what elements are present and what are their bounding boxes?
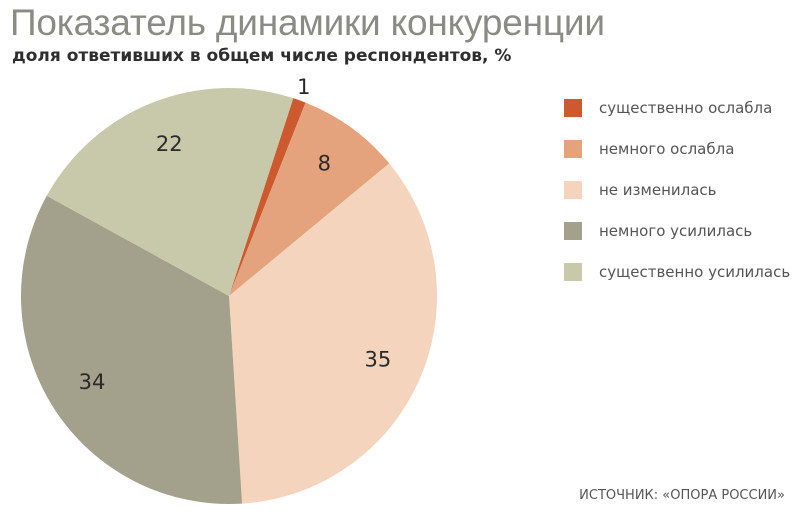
legend-item-unchanged: не изменилась (564, 180, 790, 200)
pie-data-labels: 1 8 35 34 22 (79, 75, 392, 394)
chart-legend: существенно ослабла немного ослабла не и… (564, 98, 790, 303)
legend-label: немного усилилась (599, 222, 753, 240)
pie-slice-unchanged (229, 163, 437, 504)
data-label-significantly-weakened: 1 (297, 75, 310, 99)
legend-label: существенно усилилась (599, 263, 791, 281)
legend-item-significantly-strengthened: существенно усилилась (564, 262, 790, 282)
chart-subtitle: доля ответивших в общем числе респондент… (12, 46, 512, 66)
legend-label: немного ослабла (599, 140, 735, 158)
data-label-unchanged: 35 (365, 347, 392, 371)
pie-slices (21, 87, 437, 505)
pie-slice-significantly-strengthened (46, 87, 294, 297)
legend-label: не изменилась (599, 181, 717, 199)
source-note: ИСТОЧНИК: «ОПОРА РОССИИ» (579, 488, 785, 503)
data-label-significantly-strengthened: 22 (156, 132, 183, 156)
pie-slice-slightly-strengthened (21, 195, 243, 505)
legend-swatch (564, 263, 582, 281)
legend-item-significantly-weakened: существенно ослабла (564, 98, 790, 118)
pie-slice-slightly-weakened (229, 102, 390, 296)
legend-swatch (564, 181, 582, 199)
legend-swatch (564, 99, 582, 117)
data-label-slightly-weakened: 8 (318, 152, 331, 176)
data-label-slightly-strengthened: 34 (79, 370, 106, 394)
legend-item-slightly-weakened: немного ослабла (564, 139, 790, 159)
legend-swatch (564, 140, 582, 158)
legend-item-slightly-strengthened: немного усилилась (564, 221, 790, 241)
pie-slice-significantly-weakened (229, 98, 306, 297)
chart-title: Показатель динамики конкуренции (10, 2, 605, 43)
legend-swatch (564, 222, 582, 240)
legend-label: существенно ослабла (599, 99, 773, 117)
